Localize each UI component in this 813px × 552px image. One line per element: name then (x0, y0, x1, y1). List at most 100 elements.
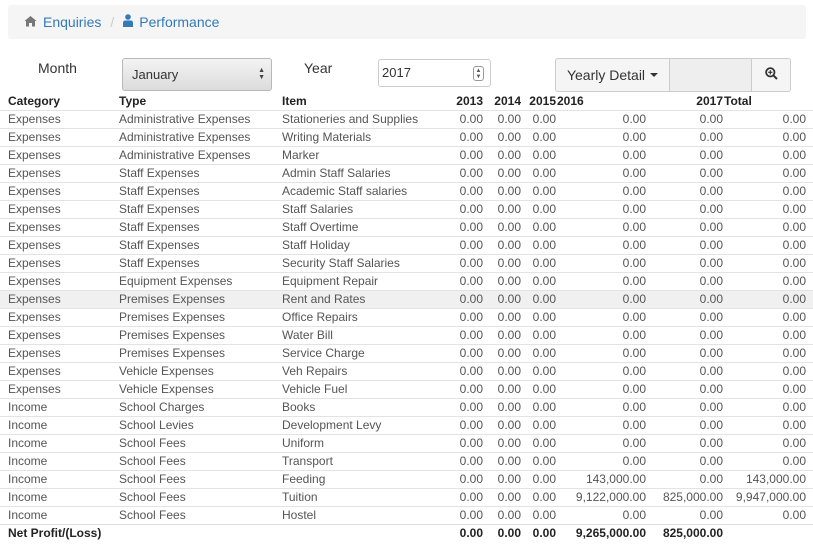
cell-type: Premises Expenses (111, 307, 274, 326)
filter-input[interactable] (669, 58, 752, 92)
cell-2013: 0.00 (444, 163, 484, 182)
cell-2014: 0.00 (484, 163, 522, 182)
cell-category: Expenses (0, 163, 111, 182)
col-type-header: Type (119, 93, 147, 108)
cell-2016: 0.00 (557, 361, 647, 380)
table-row: Expenses Equipment Expenses Equipment Repa… (0, 271, 813, 290)
cell-type: Premises Expenses (111, 289, 274, 308)
cell-2017: 0.00 (647, 451, 724, 470)
cell-type: School Fees (111, 469, 274, 488)
cell-total: 9,947,000.00 (724, 487, 813, 506)
cell-2015: 0.00 (522, 235, 557, 254)
cell-2013: 0.00 (444, 415, 484, 434)
cell-2014: 0.00 (484, 217, 522, 236)
cell-2013: 0.00 (444, 217, 484, 236)
cell-item: Staff Salaries (274, 199, 444, 218)
table-row: Income School Fees Uniform 0.00 0.00 0.00 0.00… (0, 433, 813, 452)
month-select[interactable]: January ▲ ▼ (122, 58, 272, 91)
cell-type: School Fees (111, 433, 274, 452)
breadcrumb-current-label: Performance (139, 14, 220, 30)
cell-total: 0.00 (724, 415, 813, 434)
zoom-in-icon (764, 67, 778, 83)
table-row: Expenses Staff Expenses Staff Overtime 0.00… (0, 217, 813, 236)
cell-item: Academic Staff salaries (274, 181, 444, 200)
cell-total: 0.00 (724, 289, 813, 308)
cell-2014: 0.00 (484, 361, 522, 380)
net-profit-2013: 0.00 (444, 523, 484, 542)
cell-2015: 0.00 (522, 397, 557, 416)
cell-item: Feeding (274, 469, 444, 488)
cell-2015: 0.00 (522, 199, 557, 218)
net-profit-2015: 0.00 (522, 523, 557, 542)
cell-2017: 0.00 (647, 289, 724, 308)
cell-2015: 0.00 (522, 505, 557, 524)
table-row: Income School Fees Transport 0.00 0.00 0.00 0.… (0, 451, 813, 470)
cell-category: Expenses (0, 253, 111, 272)
cell-2017: 0.00 (647, 505, 724, 524)
cell-type: Administrative Expenses (111, 145, 274, 164)
cell-2013: 0.00 (444, 361, 484, 380)
net-profit-2017: 825,000.00 (647, 523, 724, 542)
cell-2017: 0.00 (647, 469, 724, 488)
cell-2013: 0.00 (444, 181, 484, 200)
cell-2017: 0.00 (647, 379, 724, 398)
cell-2016: 0.00 (557, 415, 647, 434)
cell-2017: 0.00 (647, 163, 724, 182)
cell-2017: 0.00 (647, 271, 724, 290)
cell-item: Transport (274, 451, 444, 470)
cell-category: Income (0, 505, 111, 524)
col-item-header: Item (282, 93, 307, 108)
cell-total: 0.00 (724, 397, 813, 416)
cell-item: Veh Repairs (274, 361, 444, 380)
breadcrumb-home-label: Enquiries (43, 14, 102, 30)
col-2015-header: 2015 (529, 93, 556, 108)
col-2016-header: 2016 (557, 93, 584, 108)
cell-2016: 143,000.00 (557, 469, 647, 488)
cell-2015: 0.00 (522, 415, 557, 434)
search-button[interactable] (751, 58, 791, 92)
cell-category: Expenses (0, 361, 111, 380)
cell-category: Expenses (0, 289, 111, 308)
cell-total: 0.00 (724, 235, 813, 254)
year-input[interactable]: 2017 ▲ ▼ (378, 59, 491, 87)
cell-2015: 0.00 (522, 145, 557, 164)
breadcrumb: Enquiries / Performance (8, 5, 806, 39)
cell-2013: 0.00 (444, 127, 484, 146)
cell-2013: 0.00 (444, 469, 484, 488)
cell-category: Income (0, 415, 111, 434)
breadcrumb-home-link[interactable]: Enquiries (24, 14, 101, 30)
cell-2015: 0.00 (522, 469, 557, 488)
cell-total: 0.00 (724, 343, 813, 362)
table-row: Expenses Premises Expenses Water Bill 0.00 0… (0, 325, 813, 344)
cell-2013: 0.00 (444, 109, 484, 128)
yearly-detail-dropdown-button[interactable]: Yearly Detail (555, 58, 670, 92)
cell-2013: 0.00 (444, 271, 484, 290)
cell-2016: 0.00 (557, 163, 647, 182)
cell-category: Expenses (0, 343, 111, 362)
cell-2015: 0.00 (522, 451, 557, 470)
cell-2015: 0.00 (522, 325, 557, 344)
cell-category: Expenses (0, 181, 111, 200)
cell-2014: 0.00 (484, 397, 522, 416)
cell-type: School Charges (111, 397, 274, 416)
col-2014-header: 2014 (494, 93, 521, 108)
cell-2014: 0.00 (484, 469, 522, 488)
cell-item: Hostel (274, 505, 444, 524)
net-profit-total (724, 523, 813, 542)
cell-item: Development Levy (274, 415, 444, 434)
cell-2015: 0.00 (522, 289, 557, 308)
cell-2016: 0.00 (557, 307, 647, 326)
cell-2015: 0.00 (522, 217, 557, 236)
cell-2017: 0.00 (647, 253, 724, 272)
cell-2017: 0.00 (647, 433, 724, 452)
cell-2013: 0.00 (444, 289, 484, 308)
breadcrumb-divider: / (110, 14, 115, 30)
cell-category: Expenses (0, 127, 111, 146)
spinner-icon[interactable]: ▲ ▼ (473, 66, 484, 81)
caret-down-icon (650, 73, 659, 77)
cell-2015: 0.00 (522, 343, 557, 362)
cell-2014: 0.00 (484, 127, 522, 146)
cell-2015: 0.00 (522, 127, 557, 146)
cell-total: 0.00 (724, 109, 813, 128)
cell-type: Administrative Expenses (111, 127, 274, 146)
